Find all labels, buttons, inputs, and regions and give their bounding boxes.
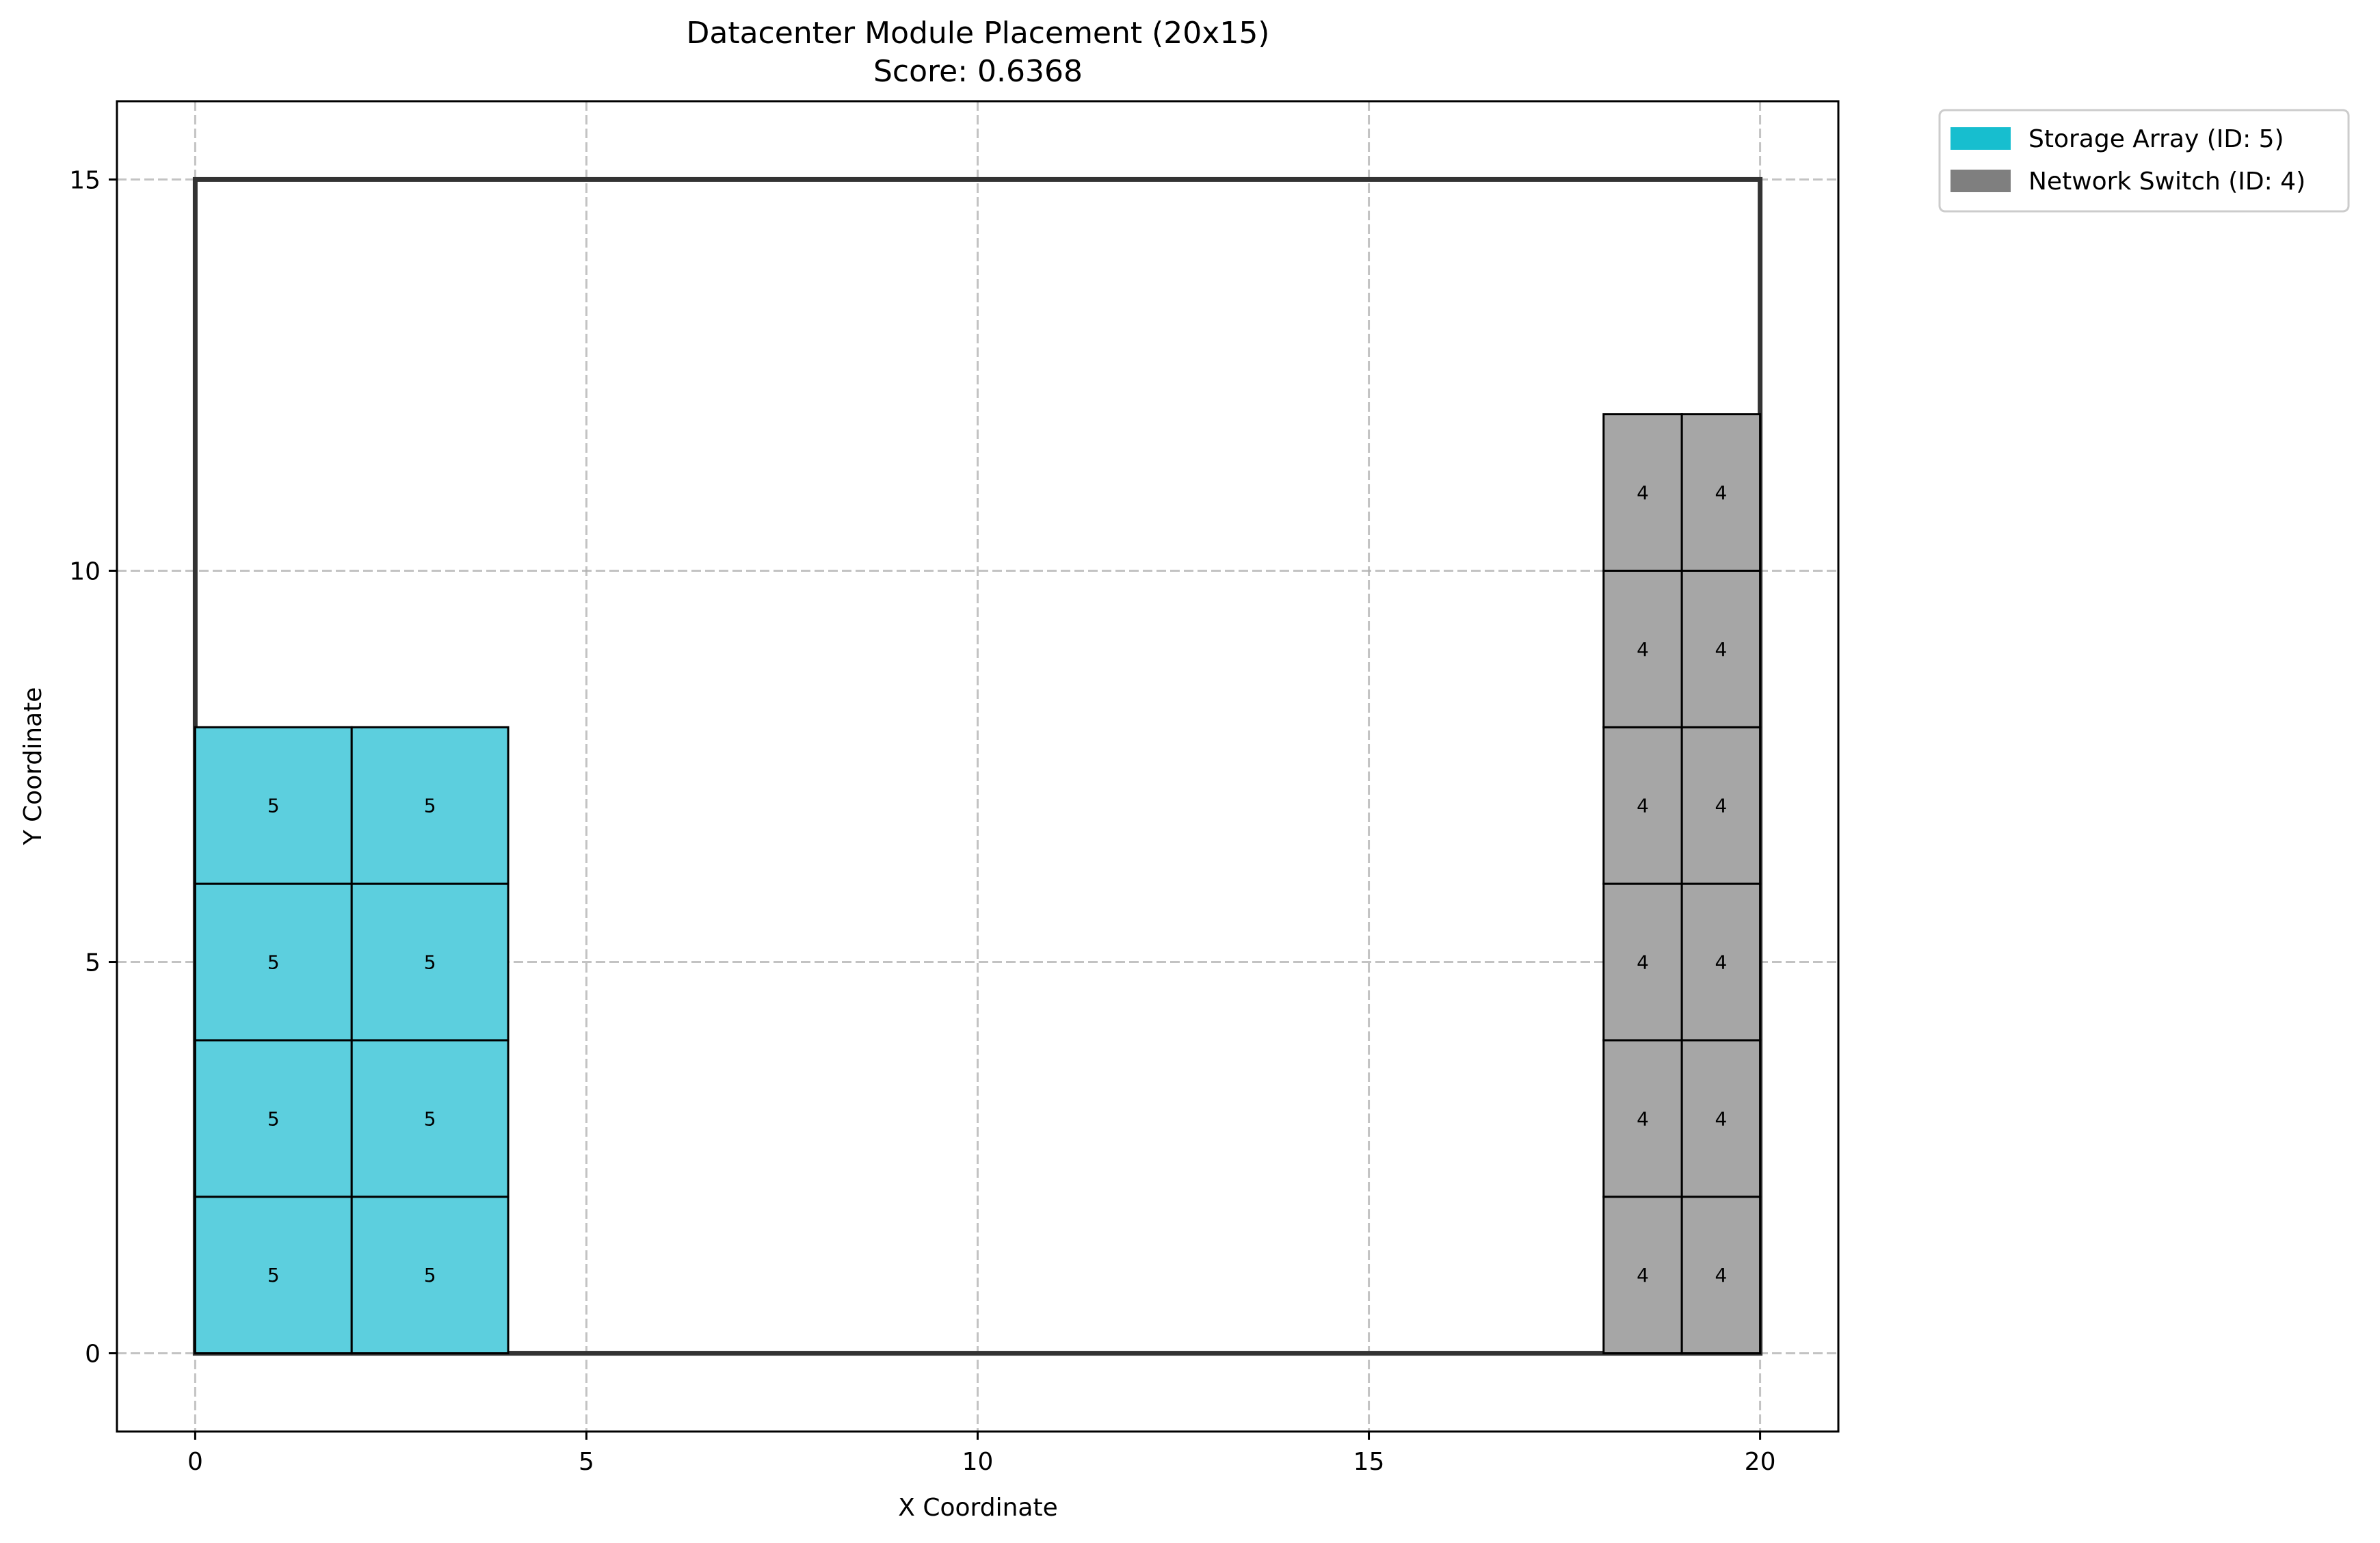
legend: Storage Array (ID: 5) Network Switch (ID:… — [1938, 109, 2350, 213]
module-cell-label: 5 — [267, 1264, 280, 1287]
module-cell-label: 4 — [1637, 482, 1649, 504]
y-tick-label: 0 — [85, 1341, 101, 1369]
module-cell-label: 4 — [1637, 1264, 1649, 1287]
module-cell — [1680, 569, 1762, 728]
legend-label: Storage Array (ID: 5) — [2028, 125, 2284, 153]
module-cell — [1680, 413, 1762, 572]
module-cell-label: 4 — [1637, 951, 1649, 974]
module-cell — [194, 1196, 353, 1355]
y-tick-label: 5 — [85, 949, 101, 977]
module-cell-label: 4 — [1715, 1264, 1727, 1287]
module-cell — [1602, 413, 1683, 572]
module-cell-label: 4 — [1715, 1107, 1727, 1130]
module-cell — [1680, 726, 1762, 885]
x-tick-label: 15 — [1353, 1448, 1385, 1476]
module-cell-label: 5 — [424, 795, 436, 817]
y-tick-label: 15 — [69, 166, 101, 194]
legend-frame — [1938, 109, 2350, 213]
y-tick-label: 10 — [69, 557, 101, 585]
module-cell-label: 4 — [1715, 795, 1727, 817]
module-cell-label: 4 — [1715, 638, 1727, 661]
module-group-4: 4 4 4 4 4 4 4 4 4 4 4 4 — [1602, 413, 1762, 1355]
legend-label: Network Switch (ID: 4) — [2028, 168, 2305, 196]
module-cell — [350, 882, 510, 1042]
x-tick-label: 0 — [187, 1448, 203, 1476]
module-cell — [1602, 726, 1683, 885]
module-cell-label: 5 — [424, 1107, 436, 1130]
x-tick-label: 20 — [1745, 1448, 1776, 1476]
legend-swatch — [1951, 127, 2011, 150]
module-cell — [1680, 882, 1762, 1042]
chart-title: Datacenter Module Placement (20x15) — [687, 16, 1270, 51]
x-tick-label: 10 — [962, 1448, 994, 1476]
module-cell-label: 5 — [424, 951, 436, 974]
module-cell — [1680, 1039, 1762, 1198]
module-cell-label: 4 — [1637, 638, 1649, 661]
module-cell — [350, 726, 510, 885]
chart-subtitle: Score: 0.6368 — [873, 54, 1083, 89]
x-axis-label: X Coordinate — [898, 1494, 1057, 1522]
module-cell-label: 4 — [1715, 951, 1727, 974]
x-tick-label: 5 — [579, 1448, 594, 1476]
y-axis-label: Y Coordinate — [19, 687, 47, 846]
module-cell-label: 5 — [267, 795, 280, 817]
module-cell-label: 5 — [424, 1264, 436, 1287]
module-cell-label: 5 — [267, 1107, 280, 1130]
module-cell-label: 4 — [1637, 1107, 1649, 1130]
module-cell-label: 4 — [1715, 482, 1727, 504]
legend-swatch — [1951, 170, 2011, 192]
module-cell-label: 5 — [267, 951, 280, 974]
module-cell — [1602, 569, 1683, 728]
module-cell-label: 4 — [1637, 795, 1649, 817]
module-group-5: 5 5 5 5 5 5 5 5 — [194, 726, 510, 1355]
